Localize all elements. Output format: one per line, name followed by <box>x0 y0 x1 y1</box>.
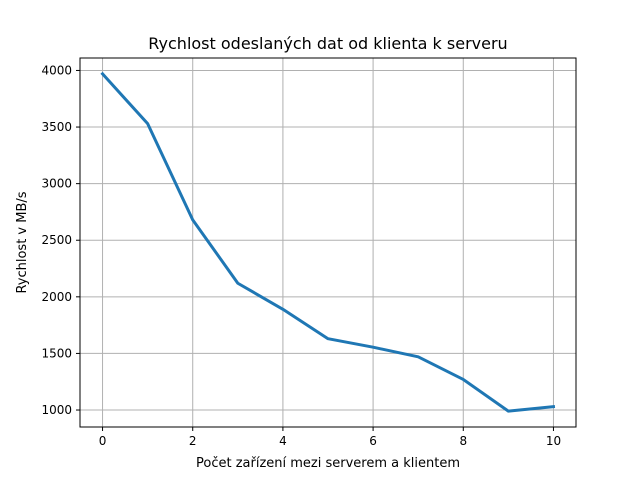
x-tick-label: 10 <box>546 434 561 448</box>
x-tick-label: 0 <box>99 434 107 448</box>
y-tick-label: 1500 <box>41 346 72 360</box>
y-tick-label: 2500 <box>41 233 72 247</box>
x-axis-label: Počet zařízení mezi serverem a klientem <box>196 456 460 471</box>
x-tick-label: 2 <box>189 434 197 448</box>
chart-title: Rychlost odeslaných dat od klienta k ser… <box>148 34 507 53</box>
x-tick-label: 6 <box>369 434 377 448</box>
y-tick-label: 1000 <box>41 403 72 417</box>
x-tick-label: 8 <box>459 434 467 448</box>
y-tick-label: 3000 <box>41 177 72 191</box>
y-axis-label: Rychlost v MB/s <box>15 191 30 293</box>
x-tick-label: 4 <box>279 434 287 448</box>
y-tick-label: 3500 <box>41 120 72 134</box>
y-tick-label: 4000 <box>41 63 72 77</box>
y-tick-label: 2000 <box>41 290 72 304</box>
